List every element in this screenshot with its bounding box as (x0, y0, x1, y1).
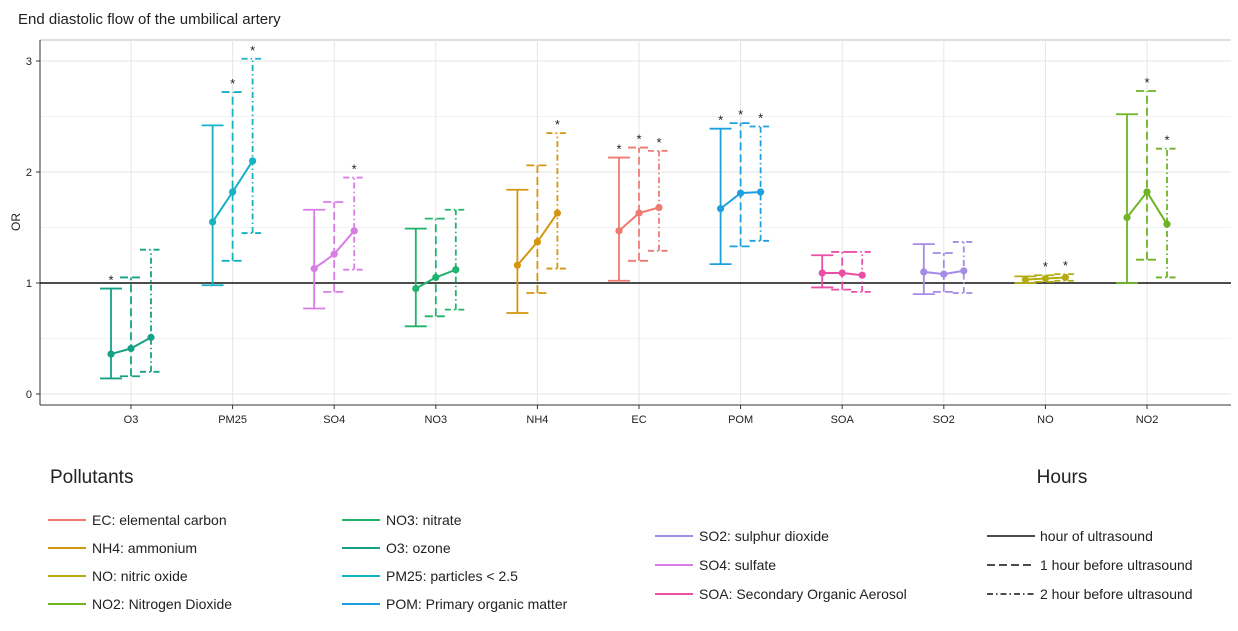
y-tick-label: 0 (26, 389, 32, 401)
legend-pollutant-label: NO: nitric oxide (92, 568, 188, 584)
legend-pollutant-label: SOA: Secondary Organic Aerosol (699, 586, 907, 602)
significance-star: * (758, 110, 763, 125)
estimate-point (432, 273, 440, 282)
estimate-point (533, 238, 542, 246)
x-tick-label: SOA (831, 414, 855, 426)
estimate-point (757, 188, 765, 196)
estimate-point (737, 189, 745, 197)
estimate-point (1061, 273, 1069, 282)
estimate-point (858, 271, 866, 279)
significance-star: * (108, 273, 113, 288)
estimate-point (330, 250, 338, 258)
estimate-point (513, 261, 522, 269)
significance-star: * (250, 43, 255, 58)
legend-hours-label: 1 hour before ultrasound (1040, 557, 1193, 573)
significance-star: * (555, 117, 560, 132)
estimate-point (229, 188, 237, 196)
estimate-point (1143, 188, 1151, 196)
legend-pollutant-label: O3: ozone (386, 540, 451, 556)
estimate-point (717, 205, 725, 213)
x-tick-label: SO4 (323, 414, 345, 426)
legend-pollutant-label: SO4: sulfate (699, 557, 776, 573)
significance-star: * (1164, 133, 1169, 148)
significance-star: * (636, 132, 641, 147)
significance-star: * (1043, 259, 1048, 274)
significance-star: * (738, 107, 743, 122)
chart-title: End diastolic flow of the umbilical arte… (18, 11, 281, 28)
plot-panel (40, 40, 1231, 405)
estimate-point (818, 269, 826, 277)
x-tick-label: SO2 (933, 414, 955, 426)
y-tick-label: 1 (26, 278, 32, 290)
x-tick-label: POM (728, 414, 753, 426)
estimate-point (310, 264, 318, 273)
estimate-point (452, 266, 460, 274)
estimate-point (1163, 220, 1171, 228)
x-tick-label: NO3 (424, 414, 447, 426)
significance-star: * (1144, 75, 1149, 90)
estimate-point (412, 284, 420, 293)
legend-pollutant-label: SO2: sulphur dioxide (699, 528, 829, 544)
estimate-point (107, 350, 115, 358)
legend-hours-label: hour of ultrasound (1040, 528, 1153, 544)
estimate-point (655, 203, 663, 212)
legend-hours-label: 2 hour before ultrasound (1040, 586, 1193, 602)
estimate-point (127, 344, 135, 353)
legend-pollutant-label: EC: elemental carbon (92, 512, 227, 528)
y-tick-label: 2 (26, 167, 32, 179)
x-tick-label: NH4 (526, 414, 548, 426)
significance-star: * (352, 162, 357, 177)
legend-pollutant-label: PM25: particles < 2.5 (386, 568, 518, 584)
y-axis-label: OR (9, 213, 23, 231)
estimate-point (249, 157, 257, 165)
estimate-point (960, 267, 968, 275)
significance-star: * (656, 135, 661, 150)
legend-pollutant-label: NO3: nitrate (386, 512, 462, 528)
estimate-point (147, 333, 155, 341)
significance-star: * (718, 113, 723, 128)
x-tick-label: PM25 (218, 414, 247, 426)
legend-pollutant-label: NO2: Nitrogen Dioxide (92, 596, 232, 612)
significance-star: * (1063, 258, 1068, 273)
estimate-point (350, 227, 358, 235)
x-tick-label: NO (1037, 414, 1054, 426)
legend-pollutant-label: POM: Primary organic matter (386, 596, 568, 612)
estimate-point (209, 218, 217, 226)
estimate-point (1021, 276, 1029, 284)
estimate-point (940, 270, 948, 278)
estimate-point (635, 209, 643, 217)
estimate-point (838, 269, 846, 277)
estimate-point (1123, 213, 1131, 222)
x-tick-label: O3 (124, 414, 139, 426)
legend-pollutant-label: NH4: ammonium (92, 540, 197, 556)
significance-star: * (616, 142, 621, 157)
x-tick-label: EC (631, 414, 646, 426)
x-tick-label: NO2 (1136, 414, 1159, 426)
legend-pollutants-title: Pollutants (50, 467, 133, 488)
estimate-point (553, 209, 562, 217)
estimate-point (920, 268, 928, 276)
y-tick-label: 3 (26, 56, 32, 68)
significance-star: * (230, 76, 235, 91)
estimate-point (615, 227, 623, 235)
estimate-point (1041, 274, 1049, 283)
legend-hours-title: Hours (1037, 467, 1088, 488)
